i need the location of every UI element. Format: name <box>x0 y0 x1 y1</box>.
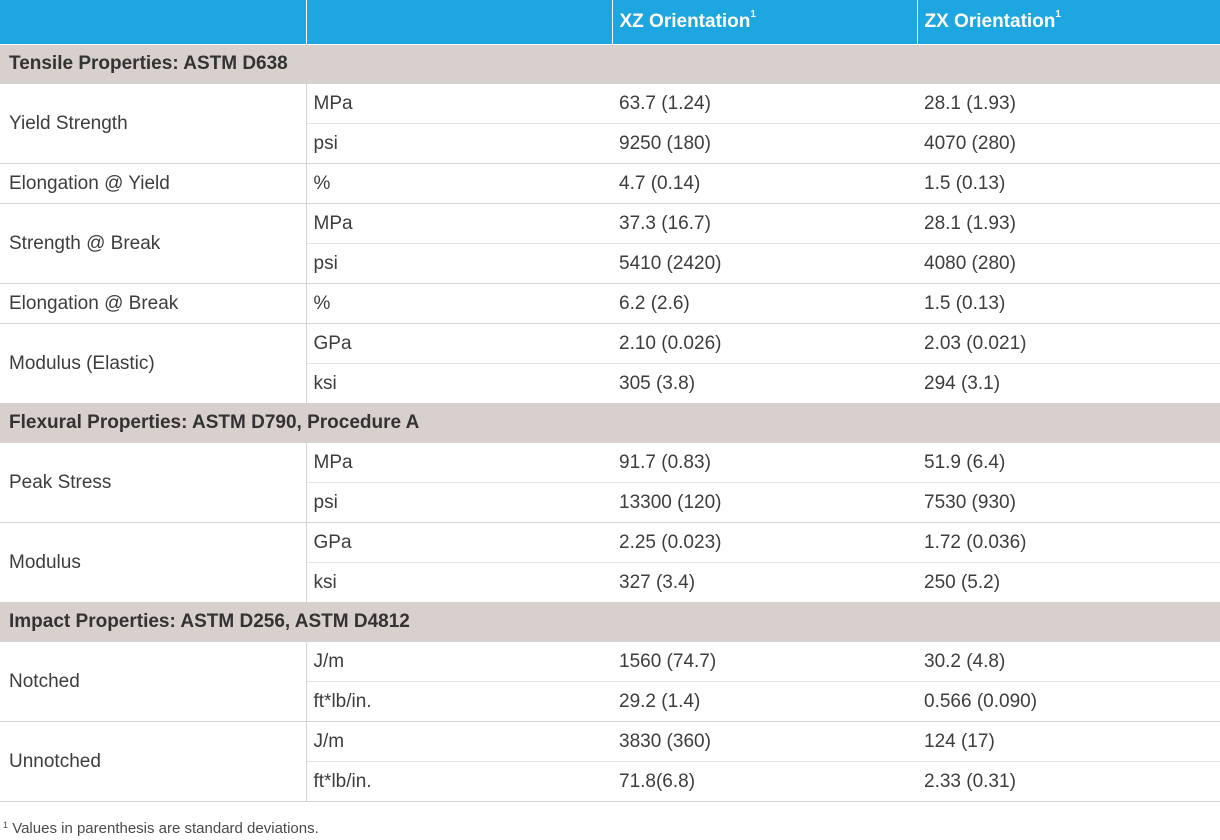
properties-table: XZ Orientation1 ZX Orientation1 Tensile … <box>0 0 1220 802</box>
unit-cell: MPa <box>306 83 612 124</box>
zx-value: 1.5 (0.13) <box>917 163 1220 204</box>
unit-cell: ft*lb/in. <box>306 761 612 802</box>
table-row: ksi 305 (3.8) 294 (3.1) <box>0 363 1220 404</box>
header-xz-orientation: XZ Orientation1 <box>611 0 917 45</box>
unit-cell: MPa <box>306 203 612 244</box>
table-row: Modulus GPa 2.25 (0.023) 1.72 (0.036) <box>0 522 1220 603</box>
table-row: Peak Stress MPa 91.7 (0.83) 51.9 (6.4) <box>0 442 1220 523</box>
xz-value: 71.8(6.8) <box>612 761 917 802</box>
section-title: Tensile Properties: ASTM D638 <box>0 44 1220 84</box>
property-name: Yield Strength <box>0 83 307 164</box>
section-title: Flexural Properties: ASTM D790, Procedur… <box>0 403 1220 443</box>
xz-value: 305 (3.8) <box>612 363 917 404</box>
xz-value: 37.3 (16.7) <box>612 203 917 244</box>
header-row: XZ Orientation1 ZX Orientation1 <box>0 0 1220 45</box>
table-row: Yield Strength MPa 63.7 (1.24) 28.1 (1.93) <box>0 83 1220 164</box>
zx-value: 4070 (280) <box>917 123 1220 164</box>
xz-value: 13300 (120) <box>612 482 917 523</box>
unit-cell: psi <box>306 123 612 164</box>
unit-cell: psi <box>306 482 612 523</box>
xz-value: 5410 (2420) <box>612 243 917 284</box>
zx-value: 4080 (280) <box>917 243 1220 284</box>
zx-value: 294 (3.1) <box>917 363 1220 404</box>
property-name: Modulus (Elastic) <box>0 323 307 404</box>
section-header-row: Flexural Properties: ASTM D790, Procedur… <box>0 403 1220 443</box>
table-row: psi 5410 (2420) 4080 (280) <box>0 243 1220 284</box>
zx-value: 250 (5.2) <box>917 562 1220 603</box>
unit-cell: psi <box>306 243 612 284</box>
table-row: ft*lb/in. 71.8(6.8) 2.33 (0.31) <box>0 761 1220 802</box>
unit-cell: MPa <box>306 442 612 483</box>
header-blank-property <box>0 0 306 45</box>
footnote-mark: 1 <box>750 9 756 20</box>
footnote: 1 Values in parenthesis are standard dev… <box>3 820 319 837</box>
unit-cell: ft*lb/in. <box>306 681 612 722</box>
zx-value: 0.566 (0.090) <box>917 681 1220 722</box>
xz-value: 2.25 (0.023) <box>612 522 917 563</box>
unit-cell: ksi <box>306 562 612 603</box>
zx-value: 1.72 (0.036) <box>917 522 1220 563</box>
table-row: Modulus (Elastic) GPa 2.10 (0.026) 2.03 (0.… <box>0 323 1220 404</box>
table-row: psi 9250 (180) 4070 (280) <box>0 123 1220 164</box>
zx-value: 2.33 (0.31) <box>917 761 1220 802</box>
zx-value: 30.2 (4.8) <box>917 641 1220 682</box>
property-name: Elongation @ Break <box>0 283 307 324</box>
xz-value: 327 (3.4) <box>612 562 917 603</box>
xz-value: 29.2 (1.4) <box>612 681 917 722</box>
zx-value: 2.03 (0.021) <box>917 323 1220 364</box>
table-row: ft*lb/in. 29.2 (1.4) 0.566 (0.090) <box>0 681 1220 722</box>
unit-cell: J/m <box>306 721 612 762</box>
header-blank-unit <box>305 0 612 45</box>
table-row: Elongation @ Yield% 4.7 (0.14) 1.5 (0.13) <box>0 163 1220 204</box>
table-row: Elongation @ Break% 6.2 (2.6) 1.5 (0.13) <box>0 283 1220 324</box>
table-row: Strength @ Break MPa 37.3 (16.7) 28.1 (1.93… <box>0 203 1220 284</box>
property-name: Notched <box>0 641 307 722</box>
xz-value: 9250 (180) <box>612 123 917 164</box>
footnote-mark: 1 <box>1055 9 1061 20</box>
xz-value: 63.7 (1.24) <box>612 83 917 124</box>
property-name: Strength @ Break <box>0 203 307 284</box>
property-name: Unnotched <box>0 721 307 802</box>
unit-cell: J/m <box>306 641 612 682</box>
xz-value: 3830 (360) <box>612 721 917 762</box>
zx-value: 1.5 (0.13) <box>917 283 1220 324</box>
section-header-row: Tensile Properties: ASTM D638 <box>0 44 1220 84</box>
zx-value: 51.9 (6.4) <box>917 442 1220 483</box>
section-title: Impact Properties: ASTM D256, ASTM D4812 <box>0 602 1220 642</box>
xz-value: 1560 (74.7) <box>612 641 917 682</box>
property-name: Elongation @ Yield <box>0 163 307 204</box>
unit-cell: % <box>306 163 612 204</box>
zx-value: 124 (17) <box>917 721 1220 762</box>
table-row: psi 13300 (120) 7530 (930) <box>0 482 1220 523</box>
table-row: Notched J/m 1560 (74.7) 30.2 (4.8) <box>0 641 1220 722</box>
header-zx-orientation: ZX Orientation1 <box>916 0 1220 45</box>
xz-value: 2.10 (0.026) <box>612 323 917 364</box>
xz-value: 91.7 (0.83) <box>612 442 917 483</box>
zx-value: 28.1 (1.93) <box>917 203 1220 244</box>
xz-value: 4.7 (0.14) <box>612 163 917 204</box>
property-name: Modulus <box>0 522 307 603</box>
property-name: Peak Stress <box>0 442 307 523</box>
table-body: Tensile Properties: ASTM D638 Yield Stren… <box>0 44 1220 802</box>
xz-value: 6.2 (2.6) <box>612 283 917 324</box>
unit-cell: % <box>306 283 612 324</box>
zx-value: 7530 (930) <box>917 482 1220 523</box>
zx-value: 28.1 (1.93) <box>917 83 1220 124</box>
table-row: Unnotched J/m 3830 (360) 124 (17) <box>0 721 1220 802</box>
unit-cell: GPa <box>306 323 612 364</box>
section-header-row: Impact Properties: ASTM D256, ASTM D4812 <box>0 602 1220 642</box>
unit-cell: ksi <box>306 363 612 404</box>
unit-cell: GPa <box>306 522 612 563</box>
